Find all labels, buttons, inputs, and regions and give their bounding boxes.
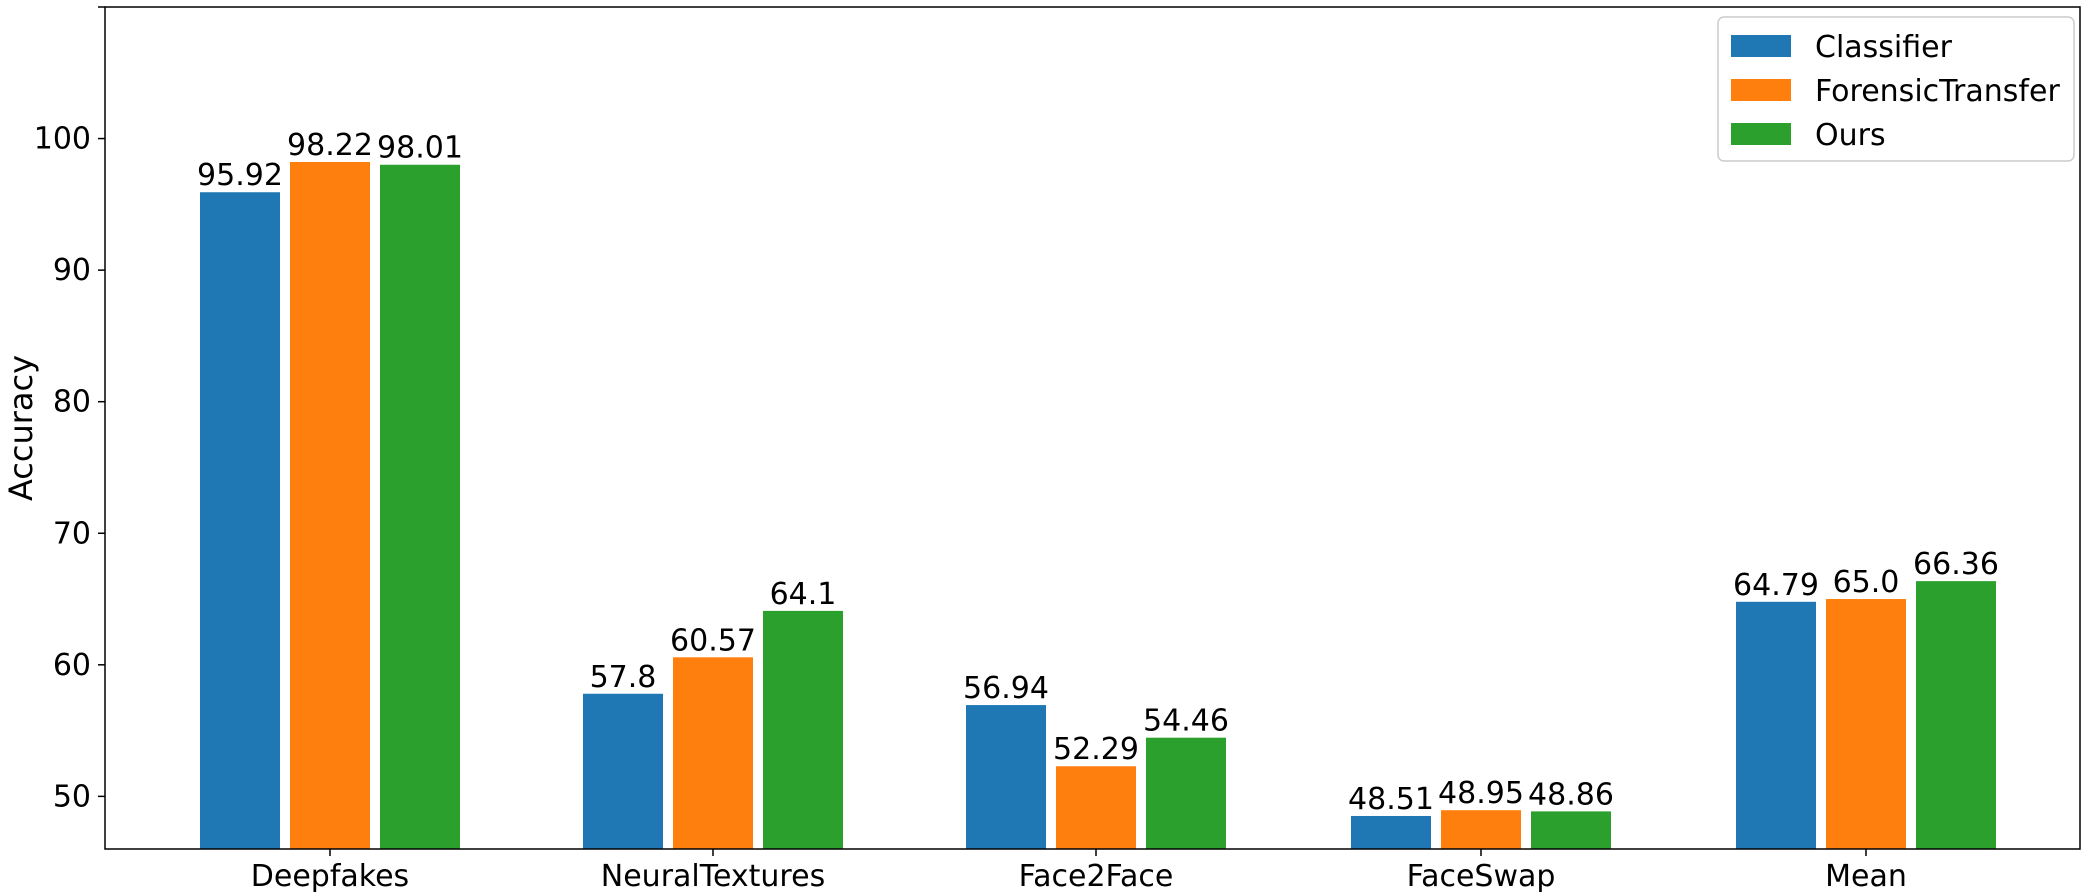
data-label-neuraltextures-classifier: 57.8 (590, 660, 657, 695)
legend-swatch-forensictransfer (1731, 79, 1791, 101)
bar-neuraltextures-forensictransfer (673, 657, 753, 849)
bar-face2face-ours (1146, 737, 1226, 849)
data-label-neuraltextures-forensictransfer: 60.57 (670, 623, 756, 658)
bar-deepfakes-classifier (200, 192, 280, 850)
legend-swatch-ours (1731, 123, 1791, 145)
data-label-deepfakes-ours: 98.01 (377, 131, 463, 166)
bar-mean-ours (1916, 581, 1996, 849)
data-label-mean-ours: 66.36 (1913, 547, 1999, 582)
x-tick-label-deepfakes: Deepfakes (251, 859, 409, 892)
x-tick-label-mean: Mean (1825, 859, 1907, 892)
legend-swatch-classifier (1731, 35, 1791, 57)
bar-neuraltextures-classifier (583, 693, 663, 849)
legend-box (1717, 16, 2075, 162)
y-tick-label: 60 (53, 648, 91, 683)
bars-group (200, 161, 1996, 850)
x-tick-label-face2face: Face2Face (1019, 859, 1174, 892)
data-label-face2face-forensictransfer: 52.29 (1053, 732, 1139, 767)
y-tick-label: 50 (53, 779, 91, 814)
legend-label-classifier: Classifier (1815, 30, 1953, 65)
bar-neuraltextures-ours (763, 610, 843, 849)
data-label-mean-forensictransfer: 65.0 (1833, 565, 1900, 600)
y-tick-label: 70 (53, 516, 91, 551)
data-label-face2face-ours: 54.46 (1143, 704, 1229, 739)
x-tick-label-faceswap: FaceSwap (1407, 859, 1556, 892)
bar-faceswap-classifier (1351, 815, 1431, 849)
data-label-faceswap-classifier: 48.51 (1348, 782, 1434, 817)
data-label-faceswap-ours: 48.86 (1528, 777, 1614, 812)
legend-label-forensictransfer: ForensicTransfer (1815, 74, 2060, 109)
bar-face2face-forensictransfer (1056, 766, 1136, 849)
y-tick-label: 100 (34, 122, 91, 157)
data-label-deepfakes-classifier: 95.92 (197, 158, 283, 193)
x-axis: Deepfakes NeuralTextures Face2Face FaceSwap… (251, 849, 1907, 892)
bar-deepfakes-ours (380, 164, 460, 850)
x-tick-label-neuraltextures: NeuralTextures (601, 859, 825, 892)
data-label-faceswap-forensictransfer: 48.95 (1438, 776, 1524, 811)
bar-faceswap-ours (1531, 811, 1611, 849)
y-axis: 50 60 70 80 90 100 (34, 6, 105, 814)
data-label-deepfakes-forensictransfer: 98.22 (287, 128, 373, 163)
bar-face2face-classifier (966, 705, 1046, 849)
plot-frame (104, 6, 2081, 850)
y-axis-title: Accuracy (2, 355, 40, 501)
bar-faceswap-forensictransfer (1441, 810, 1521, 849)
bar-mean-forensictransfer (1826, 599, 1906, 849)
legend: Classifier ForensicTransfer Ours (1717, 16, 2075, 162)
data-label-neuraltextures-ours: 64.1 (770, 577, 837, 612)
legend-label-ours: Ours (1815, 118, 1886, 153)
bar-deepfakes-forensictransfer (290, 161, 370, 850)
data-label-mean-classifier: 64.79 (1733, 568, 1819, 603)
bar-mean-classifier (1736, 601, 1816, 849)
y-tick-label: 90 (53, 253, 91, 288)
y-tick-label: 80 (53, 385, 91, 420)
data-label-face2face-classifier: 56.94 (963, 671, 1049, 706)
